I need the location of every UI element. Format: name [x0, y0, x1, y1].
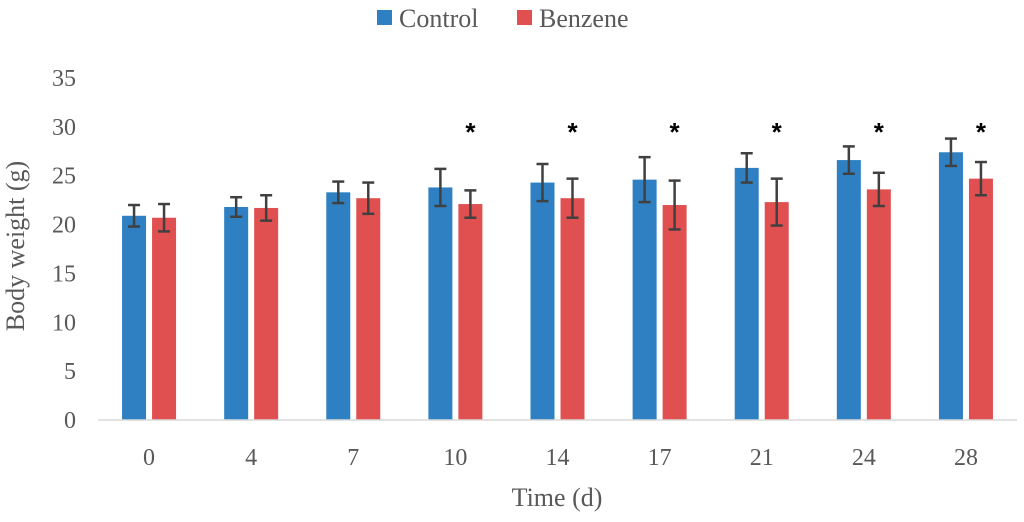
- bar-benzene: [866, 189, 891, 420]
- x-tick-label: 24: [852, 445, 876, 471]
- y-axis-ticks: 0 5 10 15 20 25 30 35: [52, 66, 76, 434]
- significance-marker: *: [874, 117, 885, 147]
- x-tick-label: 7: [347, 445, 359, 471]
- bar-benzene: [968, 178, 993, 420]
- y-tick-label: 35: [52, 66, 76, 92]
- bar-control: [224, 206, 249, 420]
- bar-benzene: [356, 198, 381, 420]
- y-axis-title: Body weight (g): [1, 161, 30, 331]
- bar-benzene: [662, 205, 687, 420]
- x-tick-label: 17: [648, 445, 672, 471]
- bar-benzene: [560, 198, 585, 420]
- y-tick-label: 15: [52, 261, 76, 287]
- significance-marker: *: [465, 117, 476, 147]
- significance-marker: *: [976, 117, 987, 147]
- significance-marker: *: [670, 117, 681, 147]
- legend-label-control: Control: [399, 4, 478, 33]
- bars: * * * * * *: [122, 117, 993, 420]
- bar-control: [122, 215, 147, 420]
- x-axis-ticks: 0 4 7 10 14 17 21 24 28: [143, 445, 978, 471]
- y-tick-label: 25: [52, 164, 76, 190]
- bar-control: [326, 192, 351, 420]
- legend-swatch-control: [377, 10, 392, 25]
- x-tick-label: 4: [245, 445, 257, 471]
- y-tick-label: 10: [52, 310, 76, 336]
- bar-control: [938, 152, 963, 420]
- legend-swatch-benzene: [517, 10, 532, 25]
- legend: Control Benzene: [377, 4, 629, 33]
- x-tick-label: 28: [954, 445, 978, 471]
- bar-control: [428, 187, 453, 420]
- bar-benzene: [458, 204, 483, 420]
- bar-benzene: [764, 202, 789, 420]
- x-axis-title: Time (d): [512, 483, 603, 512]
- bar-benzene: [254, 207, 279, 420]
- significance-marker: *: [567, 117, 578, 147]
- legend-label-benzene: Benzene: [539, 4, 629, 33]
- bar-control: [632, 179, 657, 420]
- bar-control: [530, 182, 555, 420]
- x-tick-label: 21: [750, 445, 774, 471]
- bar-control: [836, 160, 861, 420]
- bar-control: [734, 167, 759, 420]
- y-tick-label: 30: [52, 115, 76, 141]
- y-tick-label: 0: [64, 408, 76, 434]
- x-tick-label: 10: [443, 445, 467, 471]
- bar-benzene: [152, 217, 177, 420]
- x-tick-label: 0: [143, 445, 155, 471]
- y-tick-label: 5: [64, 359, 76, 385]
- y-tick-label: 20: [52, 213, 76, 239]
- x-tick-label: 14: [546, 445, 570, 471]
- significance-marker: *: [772, 117, 783, 147]
